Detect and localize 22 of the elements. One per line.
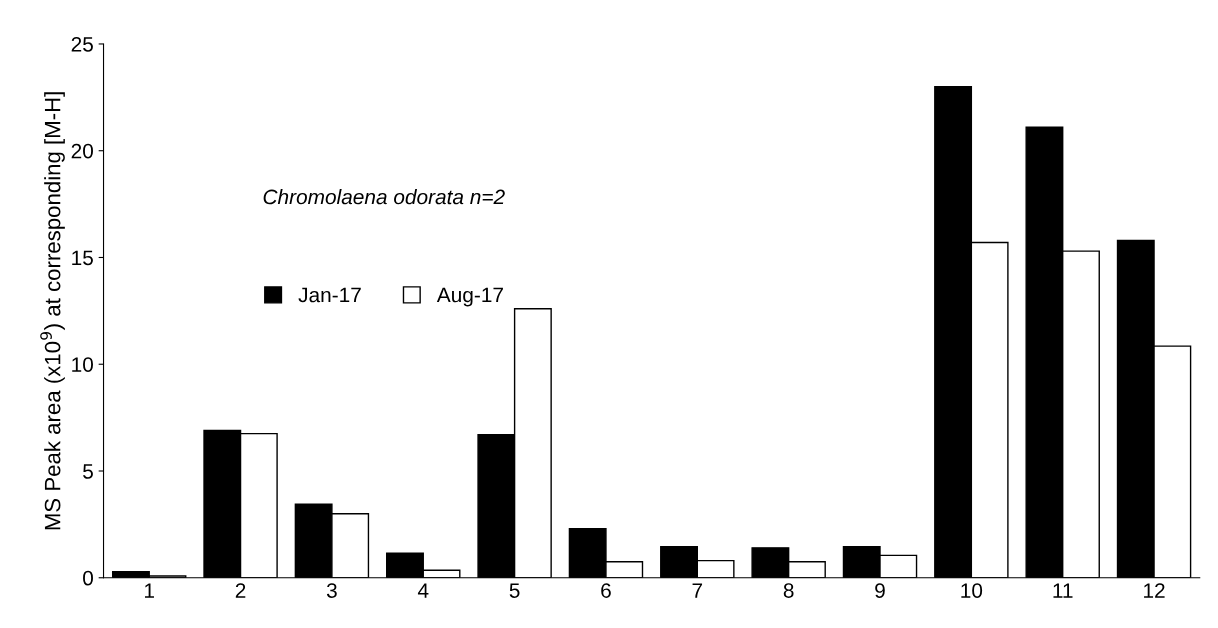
y-tick-label: 10 — [72, 357, 93, 372]
y-tick-label: 15 — [72, 250, 93, 266]
x-tick-label: 10 — [961, 583, 983, 598]
y-tick-label: 20 — [71, 143, 93, 159]
x-tick-label: 6 — [601, 583, 611, 598]
x-tick-label: 1 — [145, 583, 154, 598]
y-tick-label: 25 — [71, 36, 93, 52]
y-tick-label: 0 — [83, 570, 93, 586]
y-tick-label: 5 — [83, 464, 93, 479]
x-tick-label: 12 — [1144, 583, 1165, 598]
x-tick-label: 7 — [692, 583, 703, 598]
annotation: Chromolaena odorata n=2 — [263, 189, 505, 205]
x-tick-label: 4 — [417, 583, 429, 598]
y-axis-title: MS Peak area (x10$^{9}$) at corresponding [M-H] — [40, 92, 65, 530]
x-tick-label: 3 — [326, 583, 337, 598]
x-tick-label: 5 — [509, 583, 520, 598]
legend-label: Aug-17 — [436, 287, 503, 307]
x-tick-label: 2 — [235, 583, 246, 598]
legend-label: Jan-17 — [298, 287, 361, 303]
x-tick-label: 11 — [1053, 583, 1073, 598]
x-tick-label: 9 — [875, 583, 885, 598]
x-tick-label: 8 — [783, 583, 794, 598]
